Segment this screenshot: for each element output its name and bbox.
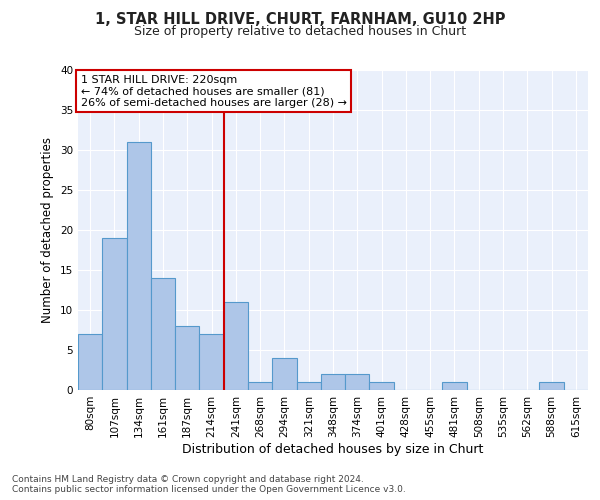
- Bar: [345, 374, 370, 390]
- Text: Contains HM Land Registry data © Crown copyright and database right 2024.: Contains HM Land Registry data © Crown c…: [12, 476, 364, 484]
- Y-axis label: Number of detached properties: Number of detached properties: [41, 137, 55, 323]
- Text: 1 STAR HILL DRIVE: 220sqm
← 74% of detached houses are smaller (81)
26% of semi-: 1 STAR HILL DRIVE: 220sqm ← 74% of detac…: [80, 75, 347, 108]
- X-axis label: Distribution of detached houses by size in Churt: Distribution of detached houses by size …: [182, 442, 484, 456]
- Text: Size of property relative to detached houses in Churt: Size of property relative to detached ho…: [134, 25, 466, 38]
- Bar: [296, 382, 321, 390]
- Bar: [539, 382, 564, 390]
- Text: Contains public sector information licensed under the Open Government Licence v3: Contains public sector information licen…: [12, 486, 406, 494]
- Bar: [370, 382, 394, 390]
- Bar: [175, 326, 199, 390]
- Bar: [224, 302, 248, 390]
- Bar: [321, 374, 345, 390]
- Bar: [199, 334, 224, 390]
- Bar: [78, 334, 102, 390]
- Bar: [272, 358, 296, 390]
- Bar: [442, 382, 467, 390]
- Bar: [102, 238, 127, 390]
- Text: 1, STAR HILL DRIVE, CHURT, FARNHAM, GU10 2HP: 1, STAR HILL DRIVE, CHURT, FARNHAM, GU10…: [95, 12, 505, 28]
- Bar: [151, 278, 175, 390]
- Bar: [127, 142, 151, 390]
- Bar: [248, 382, 272, 390]
